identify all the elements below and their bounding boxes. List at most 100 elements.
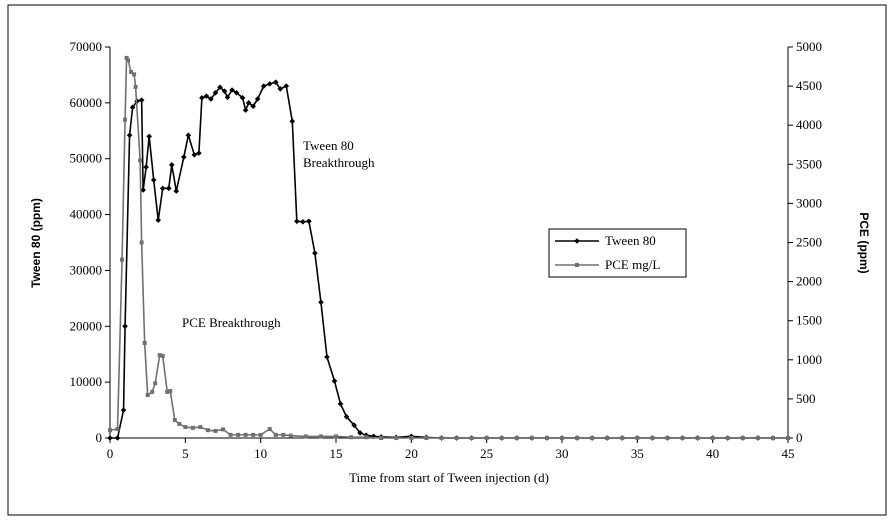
point [129, 104, 136, 111]
point [529, 436, 534, 440]
point [331, 378, 338, 384]
point [181, 154, 187, 160]
point [273, 432, 278, 437]
point [725, 436, 730, 440]
point [126, 58, 131, 63]
point [159, 185, 166, 192]
x-tick-label: 35 [631, 446, 644, 461]
point [217, 84, 223, 91]
y2-tick-label: 1000 [796, 352, 822, 367]
point [208, 96, 214, 102]
point [357, 430, 363, 436]
point [143, 164, 149, 170]
point [122, 323, 128, 330]
point [251, 432, 256, 437]
point [139, 240, 144, 245]
x-tick-label: 15 [330, 446, 343, 461]
y2-tick-label: 2000 [796, 274, 822, 289]
point [221, 427, 225, 432]
legend-label: Tween 80 [605, 233, 656, 248]
point [770, 436, 775, 440]
point [198, 425, 203, 430]
point [242, 107, 249, 113]
point [560, 436, 564, 440]
point [306, 218, 312, 225]
point [324, 354, 330, 360]
point [710, 436, 715, 440]
point [695, 436, 700, 440]
point [196, 150, 202, 156]
point [205, 428, 210, 433]
point [439, 436, 444, 440]
point [650, 436, 655, 440]
point [243, 432, 248, 437]
point [172, 418, 177, 423]
y-tick-label: 20000 [70, 318, 103, 333]
annotation: Breakthrough [303, 155, 375, 170]
point [318, 299, 324, 306]
point [254, 96, 261, 102]
point [138, 97, 145, 103]
point [620, 436, 625, 440]
point [233, 90, 240, 96]
y-tick-label: 70000 [70, 39, 103, 54]
y-tick-label: 30000 [70, 262, 103, 277]
point [224, 94, 231, 101]
point [755, 436, 760, 440]
point [142, 340, 147, 345]
chart-frame [7, 4, 887, 516]
point [484, 436, 489, 440]
point [115, 427, 120, 432]
point [213, 428, 218, 433]
x-axis-label: Time from start of Tween injection (d) [349, 470, 549, 485]
point [575, 436, 580, 440]
point [680, 436, 685, 440]
point [212, 90, 219, 96]
point [239, 95, 246, 101]
point [289, 118, 296, 125]
y2-axis-label: PCE (ppm) [857, 212, 871, 273]
point [454, 436, 459, 440]
point [514, 436, 519, 440]
point [635, 436, 640, 440]
point [272, 79, 279, 85]
point [157, 353, 162, 358]
point [138, 158, 143, 163]
point [155, 217, 162, 223]
point [283, 83, 290, 89]
point [364, 435, 369, 440]
point [114, 435, 121, 441]
point [250, 103, 256, 110]
point [343, 413, 350, 420]
x-tick-label: 20 [405, 446, 418, 461]
point [379, 436, 384, 440]
point [288, 433, 293, 438]
point [146, 133, 152, 140]
point [469, 436, 474, 440]
point [605, 436, 610, 440]
y-tick-label: 10000 [70, 374, 103, 389]
point [590, 436, 595, 440]
point [300, 219, 306, 225]
point [544, 436, 549, 440]
legend-marker [575, 263, 579, 267]
point [133, 84, 138, 89]
point [236, 432, 241, 437]
y-tick-label: 60000 [70, 95, 103, 110]
point [185, 132, 192, 139]
point [312, 250, 318, 256]
point [277, 86, 284, 92]
point [126, 132, 133, 139]
point [245, 100, 252, 106]
point [150, 389, 155, 394]
point [153, 381, 158, 386]
point [303, 434, 308, 439]
x-tick-label: 25 [480, 446, 493, 461]
x-tick-label: 5 [182, 446, 189, 461]
x-tick-label: 40 [706, 446, 719, 461]
y2-tick-label: 2500 [796, 235, 822, 250]
point [409, 436, 414, 440]
y-tick-label: 0 [96, 430, 103, 445]
point [318, 434, 323, 439]
